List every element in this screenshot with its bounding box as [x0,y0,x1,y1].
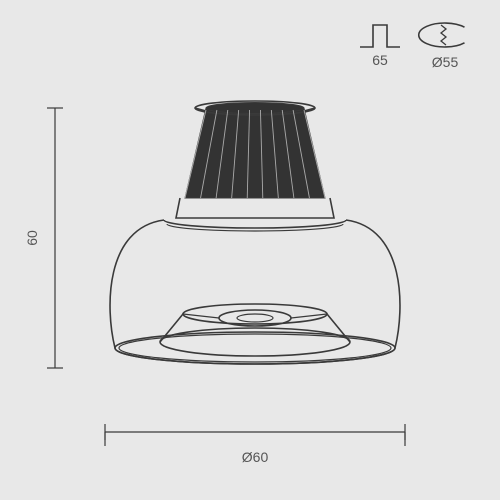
heatsink [185,101,325,198]
cutout-width-label: 65 [372,52,388,68]
cutout-diameter-label: Ø55 [432,54,459,70]
technical-drawing: 65 Ø55 60 Ø60 [0,0,500,500]
height-label: 60 [24,230,40,246]
width-label: Ø60 [242,449,269,465]
